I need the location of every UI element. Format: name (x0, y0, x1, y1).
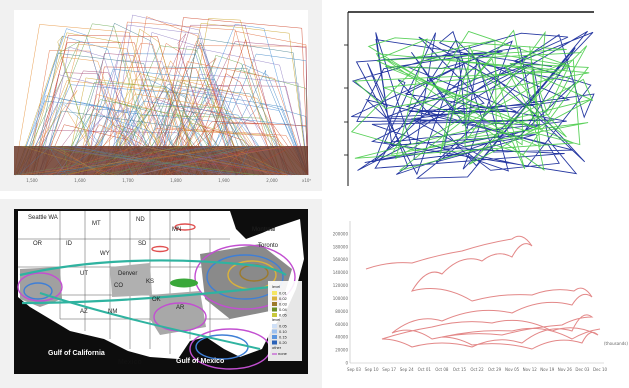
legend-swatch (272, 330, 277, 334)
pink-line (366, 236, 600, 349)
y-tick-label: 40000 (335, 335, 348, 340)
legend-other-title: other (272, 345, 282, 350)
x-tick-label: Sep 24 (400, 367, 414, 372)
label-nm: NM (108, 309, 117, 315)
x-tick-label: 1,700 (122, 178, 134, 183)
series-lines (351, 31, 594, 179)
legend-other-item: none (278, 351, 288, 356)
x-tick-label: 1,900 (218, 178, 230, 183)
x-tick-label: Oct 29 (488, 367, 502, 372)
pink-series-line (366, 236, 600, 349)
legend-blue-label: 0.15 (279, 335, 288, 340)
label-id: ID (66, 241, 73, 247)
y-tick-label: 80000 (335, 309, 348, 314)
legend-blue-title: level (272, 317, 280, 322)
x-axis-ticks: 1,500 1,600 1,700 1,800 1,900 2,000 x10⁵ (26, 178, 311, 183)
label-montreal: Montreal (252, 227, 275, 233)
legend-blue-label: 0.10 (279, 329, 288, 334)
thumbnail-blue-green-chart[interactable] (322, 0, 629, 191)
legend-blue-label: 0.05 (279, 324, 288, 329)
x-tick-label: Oct 08 (435, 367, 449, 372)
thumbnail-multiline-chart[interactable]: 1,500 1,600 1,700 1,800 1,900 2,000 x10⁵ (0, 0, 322, 191)
legend-level-label: 0.05 (279, 313, 288, 318)
y-axis-ticks: 0 20000 40000 60000 80000 100000 120000 140000 1… (333, 231, 349, 365)
label-mexico: Mexico (118, 359, 142, 366)
legend-swatch (272, 291, 277, 295)
label-ar: AR (176, 305, 185, 311)
label-az: AZ (80, 309, 88, 315)
legend-level-label: 0.02 (279, 296, 288, 301)
label-toronto: Toronto (258, 243, 279, 249)
x-tick-label: 2,000 (266, 178, 278, 183)
y-tick-label: 20000 (335, 348, 348, 353)
green-region (170, 279, 198, 288)
label-or: OR (33, 241, 43, 247)
y-axis-ticks (344, 45, 348, 155)
x-tick-label: Sep 10 (365, 367, 379, 372)
x-tick-label: Oct 01 (418, 367, 432, 372)
label-gulf-california: Gulf of California (48, 350, 105, 357)
legend-swatch (272, 341, 277, 345)
label-denver: Denver (118, 271, 137, 277)
map-legend: level 0.010.020.030.040.05 level 0.050.1… (268, 281, 302, 361)
contour-map-svg: Seattle WA MT ND MN OR ID WY SD UT Denve… (0, 199, 322, 388)
label-sd: SD (138, 241, 147, 247)
legend-level-label: 0.04 (279, 307, 288, 312)
label-ut: UT (80, 271, 88, 277)
pink-line-chart-svg: 0 20000 40000 60000 80000 100000 120000 140000 1… (322, 199, 629, 388)
x-tick-label: Oct 22 (470, 367, 484, 372)
x-tick-label: 1,500 (26, 178, 38, 183)
legend-swatch (272, 297, 277, 301)
x-tick-label: Sep 03 (347, 367, 361, 372)
thumbnail-pink-line-chart[interactable]: 0 20000 40000 60000 80000 100000 120000 140000 1… (322, 199, 629, 388)
x-axis-ticks: Sep 03 Sep 10 Sep 17 Sep 24 Oct 01 Oct 08 Oct … (347, 367, 607, 372)
label-nd: ND (136, 217, 145, 223)
x-tick-label: 1,800 (170, 178, 182, 183)
x-tick-label: Oct 15 (453, 367, 467, 372)
x-tick-label: Nov 05 (505, 367, 520, 372)
label-gulf-mexico: Gulf of Mexico (176, 358, 224, 365)
y-tick-label: 200000 (333, 231, 349, 236)
label-mt: MT (92, 221, 101, 227)
legend-level-title: level (272, 284, 280, 289)
thumbnail-contour-map[interactable]: Seattle WA MT ND MN OR ID WY SD UT Denve… (0, 199, 322, 388)
label-mn: MN (172, 227, 181, 233)
legend-level-label: 0.01 (279, 291, 288, 296)
y-tick-label: 60000 (335, 322, 348, 327)
legend-swatch (272, 324, 277, 328)
x-unit-label: x10⁵ (302, 178, 311, 183)
x-tick-label: Nov 19 (540, 367, 555, 372)
x-tick-label: Sep 17 (382, 367, 396, 372)
legend-swatch (272, 308, 277, 312)
legend-level-label: 0.03 (279, 302, 288, 307)
legend-swatch (272, 335, 277, 339)
legend-swatch (272, 302, 277, 306)
label-co: CO (114, 283, 123, 289)
label-wy: WY (100, 251, 110, 257)
label-ks: KS (146, 279, 154, 285)
y-tick-label: 0 (345, 361, 348, 366)
y-tick-label: 140000 (333, 270, 349, 275)
x-tick-label: Nov 12 (523, 367, 538, 372)
x-tick-label: Dec 10 (593, 367, 608, 372)
y-tick-label: 100000 (333, 296, 349, 301)
x-tick-label: 1,600 (74, 178, 86, 183)
y-tick-label: 160000 (333, 257, 349, 262)
label-seattle: Seattle WA (28, 215, 58, 221)
series-annotation: (thousands) (604, 341, 628, 346)
y-tick-label: 180000 (333, 244, 349, 249)
multiline-chart-svg: 1,500 1,600 1,700 1,800 1,900 2,000 x10⁵ (0, 0, 322, 191)
blue-green-chart-svg (322, 0, 629, 191)
label-ok: OK (152, 297, 161, 303)
x-tick-label: Nov 26 (558, 367, 573, 372)
x-tick-label: Dec 03 (575, 367, 590, 372)
y-tick-label: 120000 (333, 283, 349, 288)
